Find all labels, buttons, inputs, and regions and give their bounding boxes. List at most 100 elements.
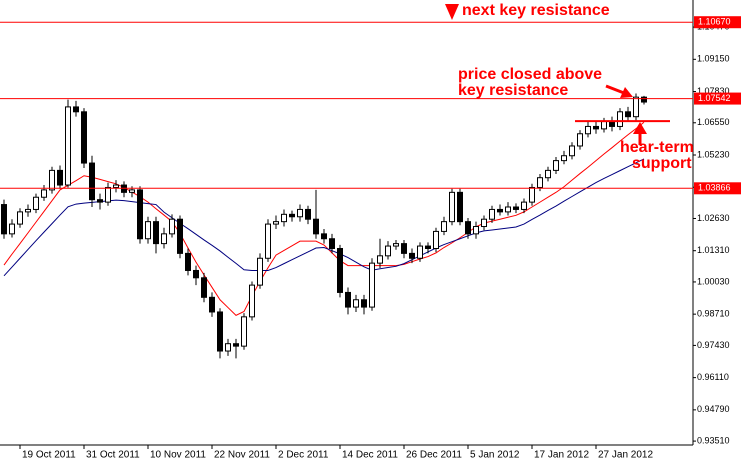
candle-body	[561, 155, 567, 162]
arrow-head	[633, 122, 647, 134]
y-tick-label: 0.98710	[697, 309, 730, 319]
candle-body	[169, 218, 175, 235]
candle-body	[145, 221, 151, 240]
candle-body	[441, 221, 447, 232]
candle-body	[209, 296, 215, 313]
candle-body	[49, 169, 55, 191]
candle-body	[289, 213, 295, 218]
y-tick-label: 1.00030	[697, 276, 730, 286]
annotation: next key resistance	[462, 2, 610, 19]
candle-body	[529, 186, 535, 203]
candle-body	[265, 223, 271, 259]
annotation: support	[632, 155, 692, 172]
annotation: hear-term	[620, 139, 694, 156]
candle-body	[185, 252, 191, 271]
level-label-box	[694, 92, 741, 105]
y-tick-label: 0.97430	[697, 340, 730, 350]
candle-body	[81, 111, 87, 164]
x-tick-label: 26 Dec 2011	[406, 450, 462, 461]
x-tick-label: 14 Dec 2011	[342, 450, 398, 461]
arrow-head	[620, 87, 633, 98]
candle-body	[305, 208, 311, 220]
candle-body	[1, 204, 7, 235]
x-tick-label: 17 Jan 2012	[534, 450, 589, 461]
candle-body	[89, 162, 95, 201]
candle-body	[473, 226, 479, 235]
candle-body	[201, 277, 207, 298]
candle-body	[385, 245, 391, 257]
candle-body	[9, 223, 15, 235]
candle-body	[353, 299, 359, 308]
candle-body	[633, 96, 639, 118]
y-tick-label: 0.93510	[697, 435, 730, 445]
candle-body	[433, 230, 439, 249]
candle-body	[361, 299, 367, 308]
candle-body	[41, 189, 47, 198]
candle-body	[513, 206, 519, 210]
candle-body	[641, 96, 647, 103]
candle-body	[537, 177, 543, 188]
y-tick-label: 1.09150	[697, 54, 730, 64]
candle-body	[409, 252, 415, 259]
candle-body	[505, 206, 511, 213]
candle-body	[321, 233, 327, 240]
candle-body	[105, 186, 111, 203]
y-tick-label: 1.05230	[697, 149, 730, 159]
y-tick-label: 0.94790	[697, 404, 730, 414]
arrow-line	[605, 84, 625, 95]
candle-body	[177, 218, 183, 254]
candle-body	[225, 343, 231, 352]
candle-body	[457, 191, 463, 223]
candle-body	[193, 269, 199, 279]
candle-body	[297, 208, 303, 218]
candle-body	[161, 233, 167, 245]
x-tick-label: 10 Nov 2011	[150, 450, 206, 461]
level-label-box	[694, 16, 741, 29]
candle-body	[625, 111, 631, 118]
x-tick-label: 2 Dec 2011	[278, 450, 329, 461]
y-tick-label: 1.01310	[697, 245, 730, 255]
candle-body	[17, 211, 23, 225]
candle-body	[329, 238, 335, 249]
candle-body	[337, 247, 343, 293]
candle-body	[481, 218, 487, 228]
candle-body	[113, 184, 119, 188]
candle-body	[25, 208, 31, 213]
down-arrow	[445, 4, 459, 20]
candle-body	[313, 218, 319, 235]
candle-body	[65, 106, 71, 186]
candle-body	[545, 169, 551, 179]
y-tick-label: 1.06550	[697, 117, 730, 127]
x-tick-label: 22 Nov 2011	[214, 450, 270, 461]
candle-body	[273, 221, 279, 225]
level-label: 1.10670	[698, 17, 731, 27]
level-label-box	[694, 182, 741, 195]
candle-body	[233, 343, 239, 347]
candle-body	[345, 291, 351, 308]
x-tick-label: 31 Oct 2011	[86, 450, 140, 461]
annotation: price closed above	[458, 66, 602, 83]
x-tick-label: 27 Jan 2012	[598, 450, 653, 461]
candle-body	[97, 199, 103, 203]
candle-body	[33, 196, 39, 210]
candle-body	[241, 316, 247, 347]
candle-body	[617, 111, 623, 127]
candle-body	[609, 121, 615, 127]
candle-body	[601, 121, 607, 130]
candle-body	[57, 169, 63, 186]
y-tick-label: 1.07830	[697, 86, 730, 96]
level-label: 1.03866	[698, 183, 731, 193]
candle-body	[425, 245, 431, 249]
level-label: 1.07542	[698, 93, 731, 103]
candle-body	[281, 213, 287, 223]
candle-body	[153, 221, 159, 245]
candle-body	[257, 257, 263, 286]
candle-body	[521, 201, 527, 210]
y-tick-label: 1.02630	[697, 213, 730, 223]
candle-body	[129, 189, 135, 193]
candle-body	[137, 189, 143, 240]
x-tick-label: 5 Jan 2012	[470, 450, 520, 461]
x-tick-label: 19 Oct 2011	[22, 450, 76, 461]
